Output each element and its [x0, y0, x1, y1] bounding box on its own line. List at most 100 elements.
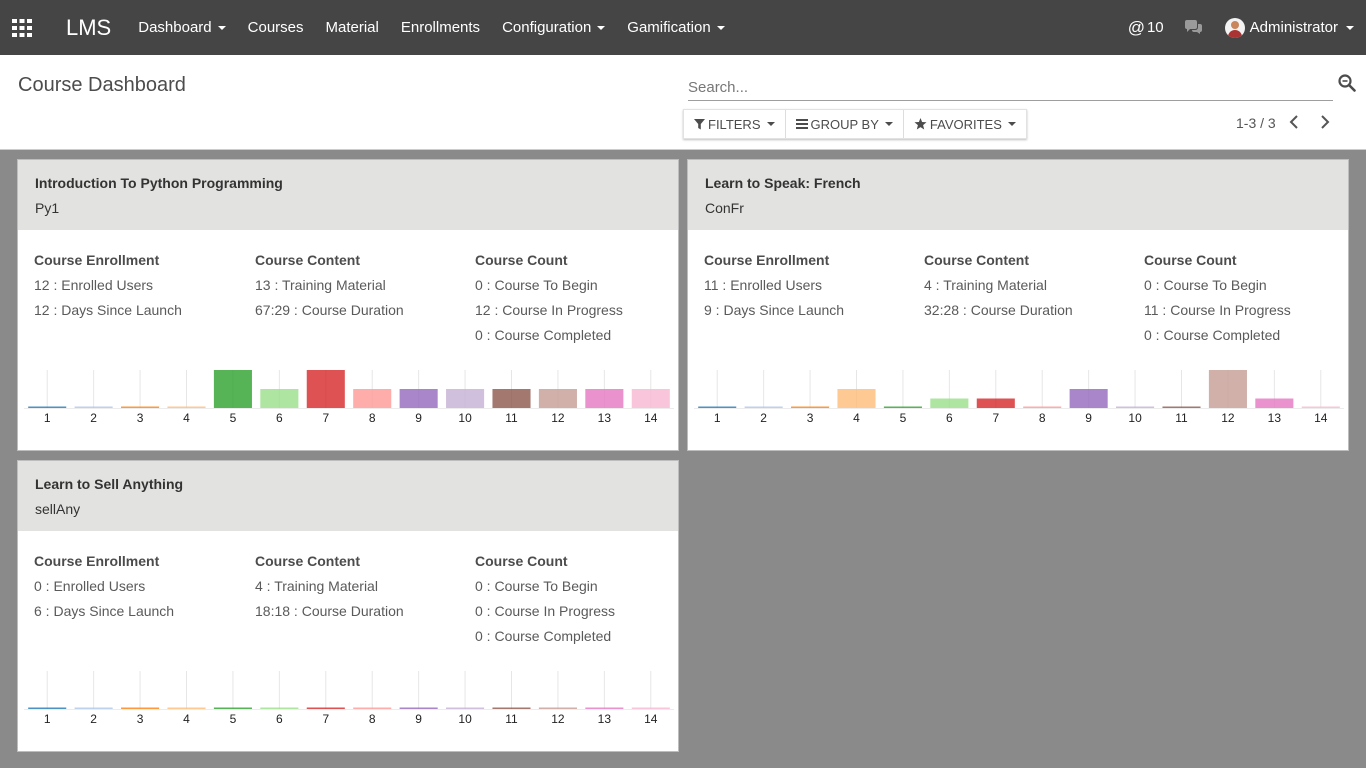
chart-bar-8[interactable] — [1023, 406, 1062, 409]
count-heading: Course Count — [475, 252, 568, 268]
x-tick-label: 9 — [415, 712, 422, 726]
chart-bar-9[interactable] — [399, 389, 438, 408]
chart-bar-12[interactable] — [538, 389, 577, 408]
content-column: Course Content 4 : Training Material 18:… — [255, 553, 404, 628]
chart-bar-5[interactable] — [213, 707, 252, 710]
course-card-header: Introduction To Python Programming Py1 — [18, 160, 678, 230]
chevron-down-icon — [1346, 25, 1354, 30]
chart-bar-13[interactable] — [585, 389, 624, 408]
menu-enrollments[interactable]: Enrollments — [390, 0, 491, 55]
chart-bar-1[interactable] — [28, 707, 67, 710]
user-name: Administrator — [1249, 19, 1338, 36]
course-to-begin: 0 : Course To Begin — [475, 578, 598, 594]
chart-bar-1[interactable] — [28, 406, 67, 409]
chart-bar-6[interactable] — [930, 398, 969, 409]
bars-icon — [795, 119, 808, 129]
x-tick-label: 13 — [598, 712, 612, 726]
chart-bar-14[interactable] — [631, 389, 670, 408]
chart-bar-9[interactable] — [399, 707, 438, 710]
apps-menu-icon[interactable] — [0, 0, 44, 55]
chart-bar-11[interactable] — [1162, 406, 1201, 409]
chart-bar-3[interactable] — [121, 406, 160, 409]
search-bar — [688, 75, 1333, 101]
chart-bar-6[interactable] — [260, 707, 299, 710]
chart-bar-4[interactable] — [167, 707, 206, 710]
mentions-button[interactable]: @ 10 — [1128, 18, 1164, 38]
favorites-button[interactable]: FAVORITES — [903, 110, 1026, 138]
chart-bar-8[interactable] — [353, 389, 392, 408]
chart-bar-7[interactable] — [306, 370, 345, 408]
menu-dashboard[interactable]: Dashboard — [127, 0, 236, 55]
search-icon[interactable] — [1338, 74, 1356, 95]
main-menu: Dashboard Courses Material Enrollments C… — [127, 0, 735, 55]
favorites-label: FAVORITES — [929, 116, 1002, 132]
menu-dashboard-label: Dashboard — [138, 19, 212, 36]
course-card[interactable]: Learn to Sell Anything sellAny Course En… — [17, 460, 679, 752]
chart-bar-7[interactable] — [976, 398, 1015, 409]
chart-bar-10[interactable] — [1116, 406, 1155, 409]
course-card[interactable]: Learn to Speak: French ConFr Course Enro… — [687, 159, 1349, 451]
chart-bar-10[interactable] — [446, 707, 485, 710]
course-in-progress: 0 : Course In Progress — [475, 603, 616, 619]
chart-bar-4[interactable] — [837, 389, 876, 408]
chart-bar-12[interactable] — [1208, 370, 1247, 408]
x-tick-label: 12 — [551, 712, 565, 726]
pager-value[interactable]: 1-3 / 3 — [1236, 115, 1276, 131]
brand-title[interactable]: LMS — [66, 14, 112, 40]
chart-bar-9[interactable] — [1069, 389, 1108, 408]
chart-bar-5[interactable] — [213, 370, 252, 408]
chevron-left-icon[interactable] — [1289, 115, 1299, 132]
chevron-down-icon — [716, 25, 725, 30]
chevron-down-icon — [217, 25, 226, 30]
course-bar-chart: 1 2 3 4 5 6 7 8 9 10 11 12 13 14 — [24, 667, 674, 731]
course-title: Learn to Sell Anything — [35, 476, 184, 492]
count-column: Course Count 0 : Course To Begin 11 : Co… — [1144, 252, 1291, 352]
chart-bar-13[interactable] — [1255, 398, 1294, 409]
x-tick-label: 9 — [1085, 411, 1092, 425]
group-by-button[interactable]: GROUP BY — [785, 110, 904, 138]
menu-courses[interactable]: Courses — [237, 0, 315, 55]
course-completed: 0 : Course Completed — [1144, 327, 1281, 343]
menu-configuration-label: Configuration — [502, 19, 592, 36]
menu-configuration[interactable]: Configuration — [491, 0, 616, 55]
x-tick-label: 4 — [183, 411, 190, 425]
chevron-right-icon[interactable] — [1320, 115, 1330, 132]
chart-bar-14[interactable] — [631, 707, 670, 710]
menu-material-label: Material — [325, 19, 379, 36]
count-column: Course Count 0 : Course To Begin 12 : Co… — [475, 252, 623, 352]
chart-bar-8[interactable] — [353, 707, 392, 710]
chart-bar-11[interactable] — [492, 389, 531, 408]
chart-bar-7[interactable] — [306, 707, 345, 710]
chart-bar-12[interactable] — [538, 707, 577, 710]
menu-gamification[interactable]: Gamification — [616, 0, 735, 55]
content-heading: Course Content — [924, 252, 1029, 268]
chart-bar-3[interactable] — [791, 406, 830, 409]
course-to-begin: 0 : Course To Begin — [1144, 277, 1267, 293]
chart-bar-2[interactable] — [744, 406, 783, 409]
chart-bar-4[interactable] — [167, 406, 206, 409]
bar-chart-svg: 1 2 3 4 5 6 7 8 9 10 11 12 13 14 — [24, 671, 674, 726]
user-menu[interactable]: Administrator — [1224, 17, 1354, 38]
menu-material[interactable]: Material — [315, 0, 390, 55]
chart-bar-3[interactable] — [121, 707, 160, 710]
course-code: Py1 — [35, 200, 60, 216]
chart-bar-1[interactable] — [698, 406, 737, 409]
x-tick-label: 11 — [1175, 411, 1188, 425]
search-input[interactable] — [688, 75, 1333, 99]
filters-button[interactable]: FILTERS — [684, 110, 786, 138]
chart-bar-6[interactable] — [260, 389, 299, 408]
training-material: 4 : Training Material — [255, 578, 378, 594]
course-duration: 32:28 : Course Duration — [924, 302, 1073, 318]
chart-bar-10[interactable] — [446, 389, 485, 408]
x-tick-label: 4 — [183, 712, 190, 726]
chart-bar-2[interactable] — [74, 406, 113, 409]
chat-icon[interactable] — [1184, 20, 1203, 35]
course-stats: Course Enrollment 12 : Enrolled Users 12… — [18, 230, 678, 360]
chart-bar-2[interactable] — [74, 707, 113, 710]
course-card[interactable]: Introduction To Python Programming Py1 C… — [17, 159, 679, 451]
chart-bar-5[interactable] — [883, 406, 922, 409]
chart-bar-11[interactable] — [492, 707, 531, 710]
chart-bar-13[interactable] — [585, 707, 624, 710]
x-tick-label: 13 — [1268, 411, 1282, 425]
chart-bar-14[interactable] — [1301, 406, 1340, 409]
